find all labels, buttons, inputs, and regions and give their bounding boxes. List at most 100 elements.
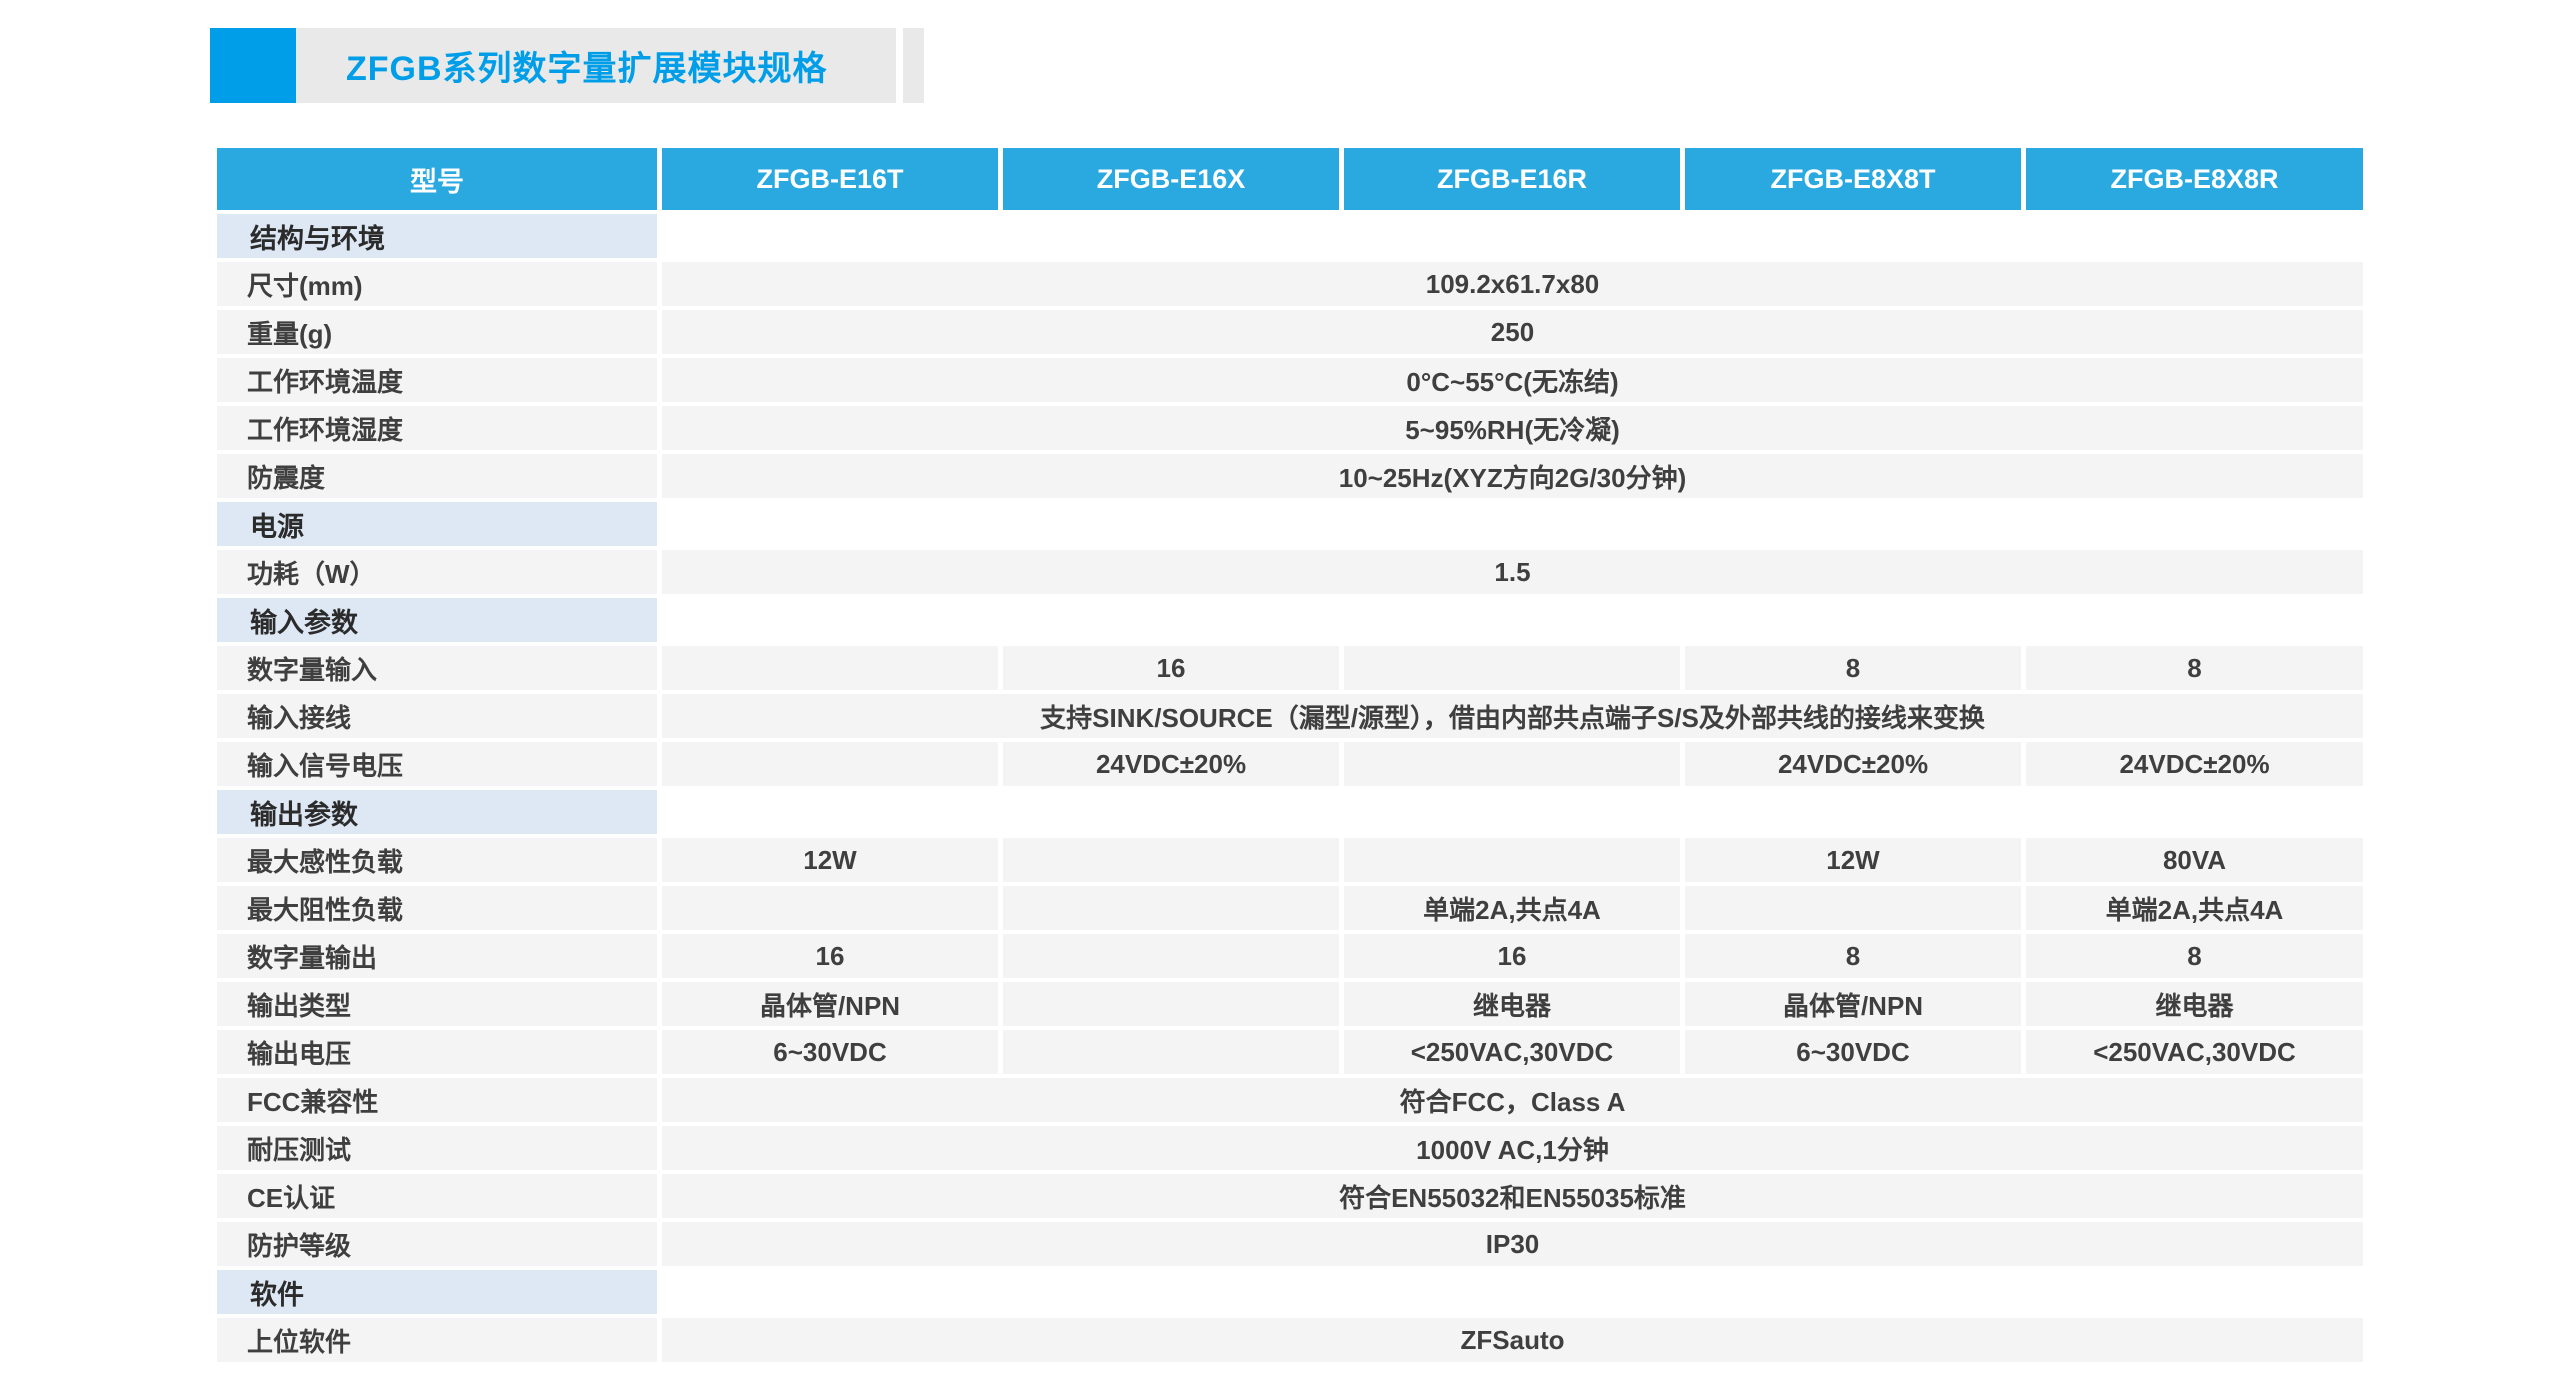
row-value: 250 [662, 310, 2363, 354]
table-row: 功耗（W） 1.5 [217, 550, 2363, 594]
table-row: CE认证 符合EN55032和EN55035标准 [217, 1174, 2363, 1218]
row-value [1003, 838, 1339, 882]
row-value: 1000V AC,1分钟 [662, 1126, 2363, 1170]
row-value: 晶体管/NPN [662, 982, 998, 1026]
row-value: 16 [1003, 646, 1339, 690]
row-value: 继电器 [1344, 982, 1680, 1026]
row-label: 上位软件 [217, 1318, 657, 1362]
section-row: 输出参数 [217, 790, 2363, 834]
page-header: ZFGB系列数字量扩展模块规格 [210, 28, 924, 103]
row-label: 最大感性负载 [217, 838, 657, 882]
table-row: 输出类型 晶体管/NPN 继电器 晶体管/NPN 继电器 [217, 982, 2363, 1026]
row-value: 0°C~55°C(无冻结) [662, 358, 2363, 402]
table-row: 输出电压 6~30VDC <250VAC,30VDC 6~30VDC <250VAC,3… [217, 1030, 2363, 1074]
table-row: FCC兼容性 符合FCC，Class A [217, 1078, 2363, 1122]
table-row: 重量(g) 250 [217, 310, 2363, 354]
row-value: 单端2A,共点4A [2026, 886, 2363, 930]
table-row: 防护等级 IP30 [217, 1222, 2363, 1266]
row-value [1003, 1030, 1339, 1074]
column-header-zfgb-e16r: ZFGB-E16R [1344, 148, 1680, 210]
table-row: 工作环境温度 0°C~55°C(无冻结) [217, 358, 2363, 402]
spec-table: 型号 ZFGB-E16T ZFGB-E16X ZFGB-E16R ZFGB-E8X8T Z… [217, 148, 2363, 1366]
section-row: 软件 [217, 1270, 2363, 1314]
row-value [1003, 982, 1339, 1026]
table-body: 结构与环境 尺寸(mm) 109.2x61.7x80 重量(g) 250 工作环境温度 0°… [217, 214, 2363, 1362]
row-value [1003, 886, 1339, 930]
row-value: 16 [1344, 934, 1680, 978]
table-row: 数字量输出 16 16 8 8 [217, 934, 2363, 978]
table-row: 最大感性负载 12W 12W 80VA [217, 838, 2363, 882]
table-row: 工作环境湿度 5~95%RH(无冷凝) [217, 406, 2363, 450]
title-accent-sliver [903, 28, 924, 103]
row-value: 符合EN55032和EN55035标准 [662, 1174, 2363, 1218]
row-value: 12W [662, 838, 998, 882]
row-value: 继电器 [2026, 982, 2363, 1026]
row-value [662, 742, 998, 786]
row-value: 8 [2026, 646, 2363, 690]
page-title: ZFGB系列数字量扩展模块规格 [346, 50, 828, 88]
row-value: 8 [1685, 646, 2021, 690]
column-header-zfgb-e16x: ZFGB-E16X [1003, 148, 1339, 210]
section-row: 结构与环境 [217, 214, 2363, 258]
row-label: 输出类型 [217, 982, 657, 1026]
row-value [1344, 742, 1680, 786]
row-value [662, 886, 998, 930]
row-label: FCC兼容性 [217, 1078, 657, 1122]
row-label: 输出电压 [217, 1030, 657, 1074]
row-label: CE认证 [217, 1174, 657, 1218]
row-value: ZFSauto [662, 1318, 2363, 1362]
section-label: 电源 [217, 502, 657, 546]
row-value: 80VA [2026, 838, 2363, 882]
section-row: 输入参数 [217, 598, 2363, 642]
row-label: 尺寸(mm) [217, 262, 657, 306]
row-value [1344, 838, 1680, 882]
row-label: 防护等级 [217, 1222, 657, 1266]
table-row: 耐压测试 1000V AC,1分钟 [217, 1126, 2363, 1170]
table-row: 上位软件 ZFSauto [217, 1318, 2363, 1362]
table-row: 最大阻性负载 单端2A,共点4A 单端2A,共点4A [217, 886, 2363, 930]
row-value [1344, 646, 1680, 690]
section-row: 电源 [217, 502, 2363, 546]
row-value: 24VDC±20% [1003, 742, 1339, 786]
row-value: 5~95%RH(无冷凝) [662, 406, 2363, 450]
row-value: 8 [1685, 934, 2021, 978]
row-label: 最大阻性负载 [217, 886, 657, 930]
row-value: 支持SINK/SOURCE（漏型/源型），借由内部共点端子S/S及外部共线的接线… [662, 694, 2363, 738]
column-header-zfgb-e8x8r: ZFGB-E8X8R [2026, 148, 2363, 210]
row-label: 耐压测试 [217, 1126, 657, 1170]
table-header-row: 型号 ZFGB-E16T ZFGB-E16X ZFGB-E16R ZFGB-E8X8T Z… [217, 148, 2363, 210]
column-header-zfgb-e16t: ZFGB-E16T [662, 148, 998, 210]
table-row: 尺寸(mm) 109.2x61.7x80 [217, 262, 2363, 306]
title-accent-square [210, 28, 296, 103]
table-row: 输入接线 支持SINK/SOURCE（漏型/源型），借由内部共点端子S/S及外部共… [217, 694, 2363, 738]
section-label: 输入参数 [217, 598, 657, 642]
row-value: 12W [1685, 838, 2021, 882]
row-label: 数字量输出 [217, 934, 657, 978]
table-row: 数字量输入 16 8 8 [217, 646, 2363, 690]
row-value [662, 646, 998, 690]
row-value: 10~25Hz(XYZ方向2G/30分钟) [662, 454, 2363, 498]
row-value: 单端2A,共点4A [1344, 886, 1680, 930]
row-label: 防震度 [217, 454, 657, 498]
row-value: 8 [2026, 934, 2363, 978]
column-header-zfgb-e8x8t: ZFGB-E8X8T [1685, 148, 2021, 210]
row-label: 工作环境湿度 [217, 406, 657, 450]
row-value: 16 [662, 934, 998, 978]
table-row: 输入信号电压 24VDC±20% 24VDC±20% 24VDC±20% [217, 742, 2363, 786]
row-value: <250VAC,30VDC [2026, 1030, 2363, 1074]
row-label: 工作环境温度 [217, 358, 657, 402]
row-value: 109.2x61.7x80 [662, 262, 2363, 306]
row-label: 输入接线 [217, 694, 657, 738]
column-header-model: 型号 [217, 148, 657, 210]
row-value: 1.5 [662, 550, 2363, 594]
section-label: 输出参数 [217, 790, 657, 834]
row-label: 数字量输入 [217, 646, 657, 690]
row-label: 重量(g) [217, 310, 657, 354]
title-bar: ZFGB系列数字量扩展模块规格 [296, 28, 896, 103]
row-label: 功耗（W） [217, 550, 657, 594]
row-value [1685, 886, 2021, 930]
row-value [1003, 934, 1339, 978]
section-label: 结构与环境 [217, 214, 657, 258]
section-label: 软件 [217, 1270, 657, 1314]
